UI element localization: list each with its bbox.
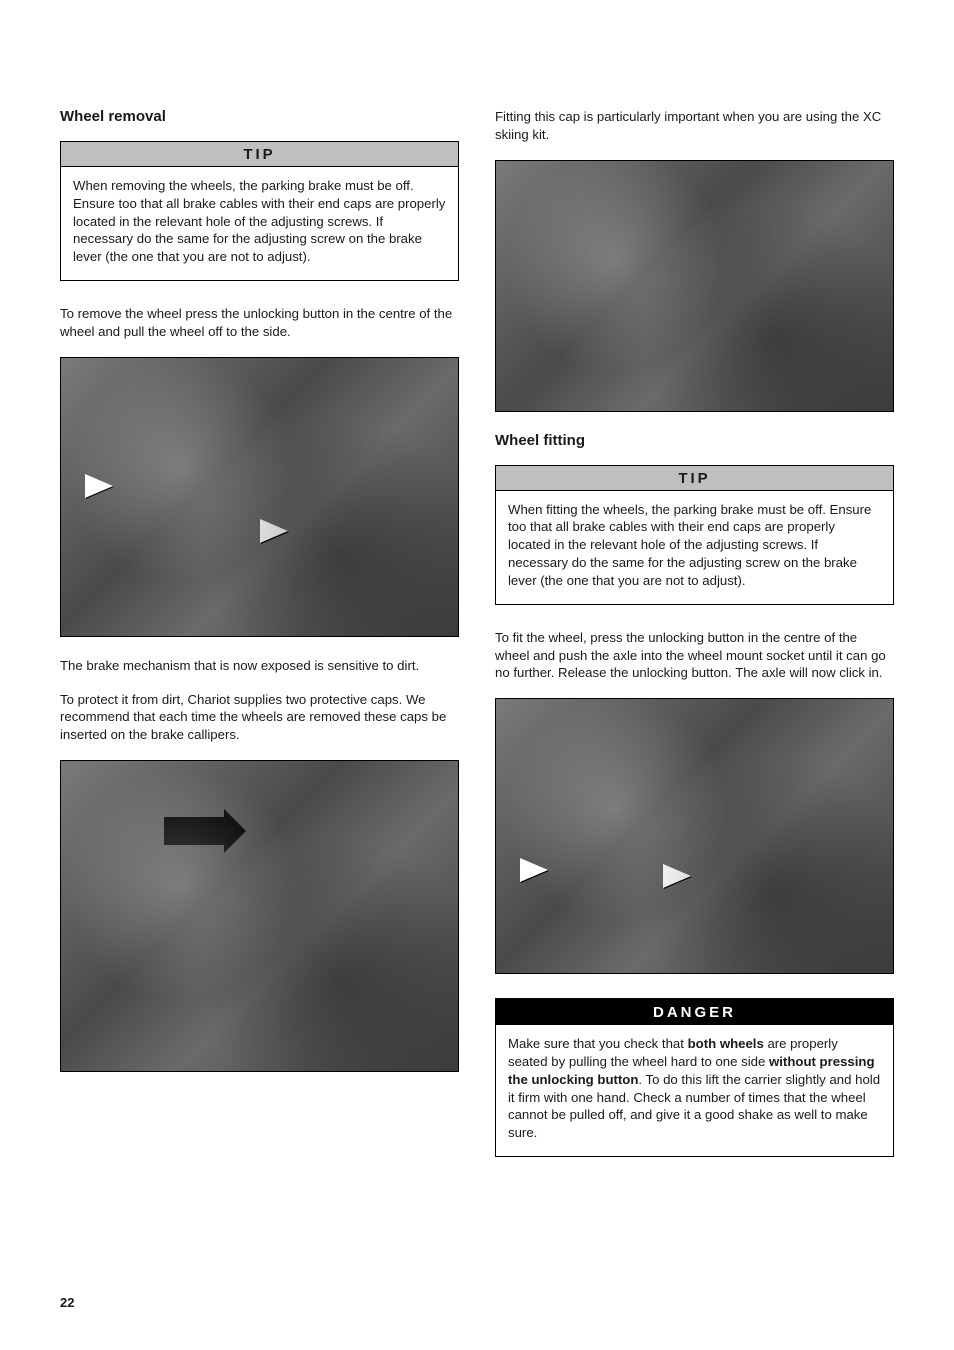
- danger-box: DANGER Make sure that you check that bot…: [495, 998, 894, 1157]
- manual-page: Wheel removal TIP When removing the whee…: [0, 0, 954, 1350]
- tip-label: TIP: [496, 466, 893, 491]
- paragraph: The brake mechanism that is now exposed …: [60, 657, 459, 675]
- figure-protective-cap: [60, 760, 459, 1072]
- danger-text-part: Make sure that you check that: [508, 1036, 688, 1051]
- tip-text: When removing the wheels, the parking br…: [61, 167, 458, 280]
- tip-label: TIP: [61, 142, 458, 167]
- paragraph: To fit the wheel, press the unlocking bu…: [495, 629, 894, 682]
- danger-text: Make sure that you check that both wheel…: [496, 1025, 893, 1156]
- arrow-icon: [663, 864, 691, 888]
- arrow-icon: [520, 858, 548, 882]
- arrow-icon: [164, 817, 224, 845]
- figure-wheel-removal: [60, 357, 459, 637]
- paragraph: Fitting this cap is particularly importa…: [495, 108, 894, 144]
- danger-label: DANGER: [496, 999, 893, 1025]
- heading-wheel-removal: Wheel removal: [60, 108, 459, 125]
- tip-box-fitting: TIP When fitting the wheels, the parking…: [495, 465, 894, 605]
- page-number: 22: [60, 1295, 74, 1310]
- figure-wheel-fitting: [495, 698, 894, 974]
- arrow-icon: [260, 519, 288, 543]
- arrow-icon: [85, 474, 113, 498]
- danger-bold: both wheels: [688, 1036, 764, 1051]
- figure-cap-fitted: [495, 160, 894, 412]
- two-column-layout: Wheel removal TIP When removing the whee…: [60, 108, 894, 1157]
- tip-box-removal: TIP When removing the wheels, the parkin…: [60, 141, 459, 281]
- left-column: Wheel removal TIP When removing the whee…: [60, 108, 459, 1157]
- heading-wheel-fitting: Wheel fitting: [495, 432, 894, 449]
- tip-text: When fitting the wheels, the parking bra…: [496, 491, 893, 604]
- paragraph: To remove the wheel press the unlocking …: [60, 305, 459, 341]
- right-column: Fitting this cap is particularly importa…: [495, 108, 894, 1157]
- paragraph: To protect it from dirt, Chariot supplie…: [60, 691, 459, 744]
